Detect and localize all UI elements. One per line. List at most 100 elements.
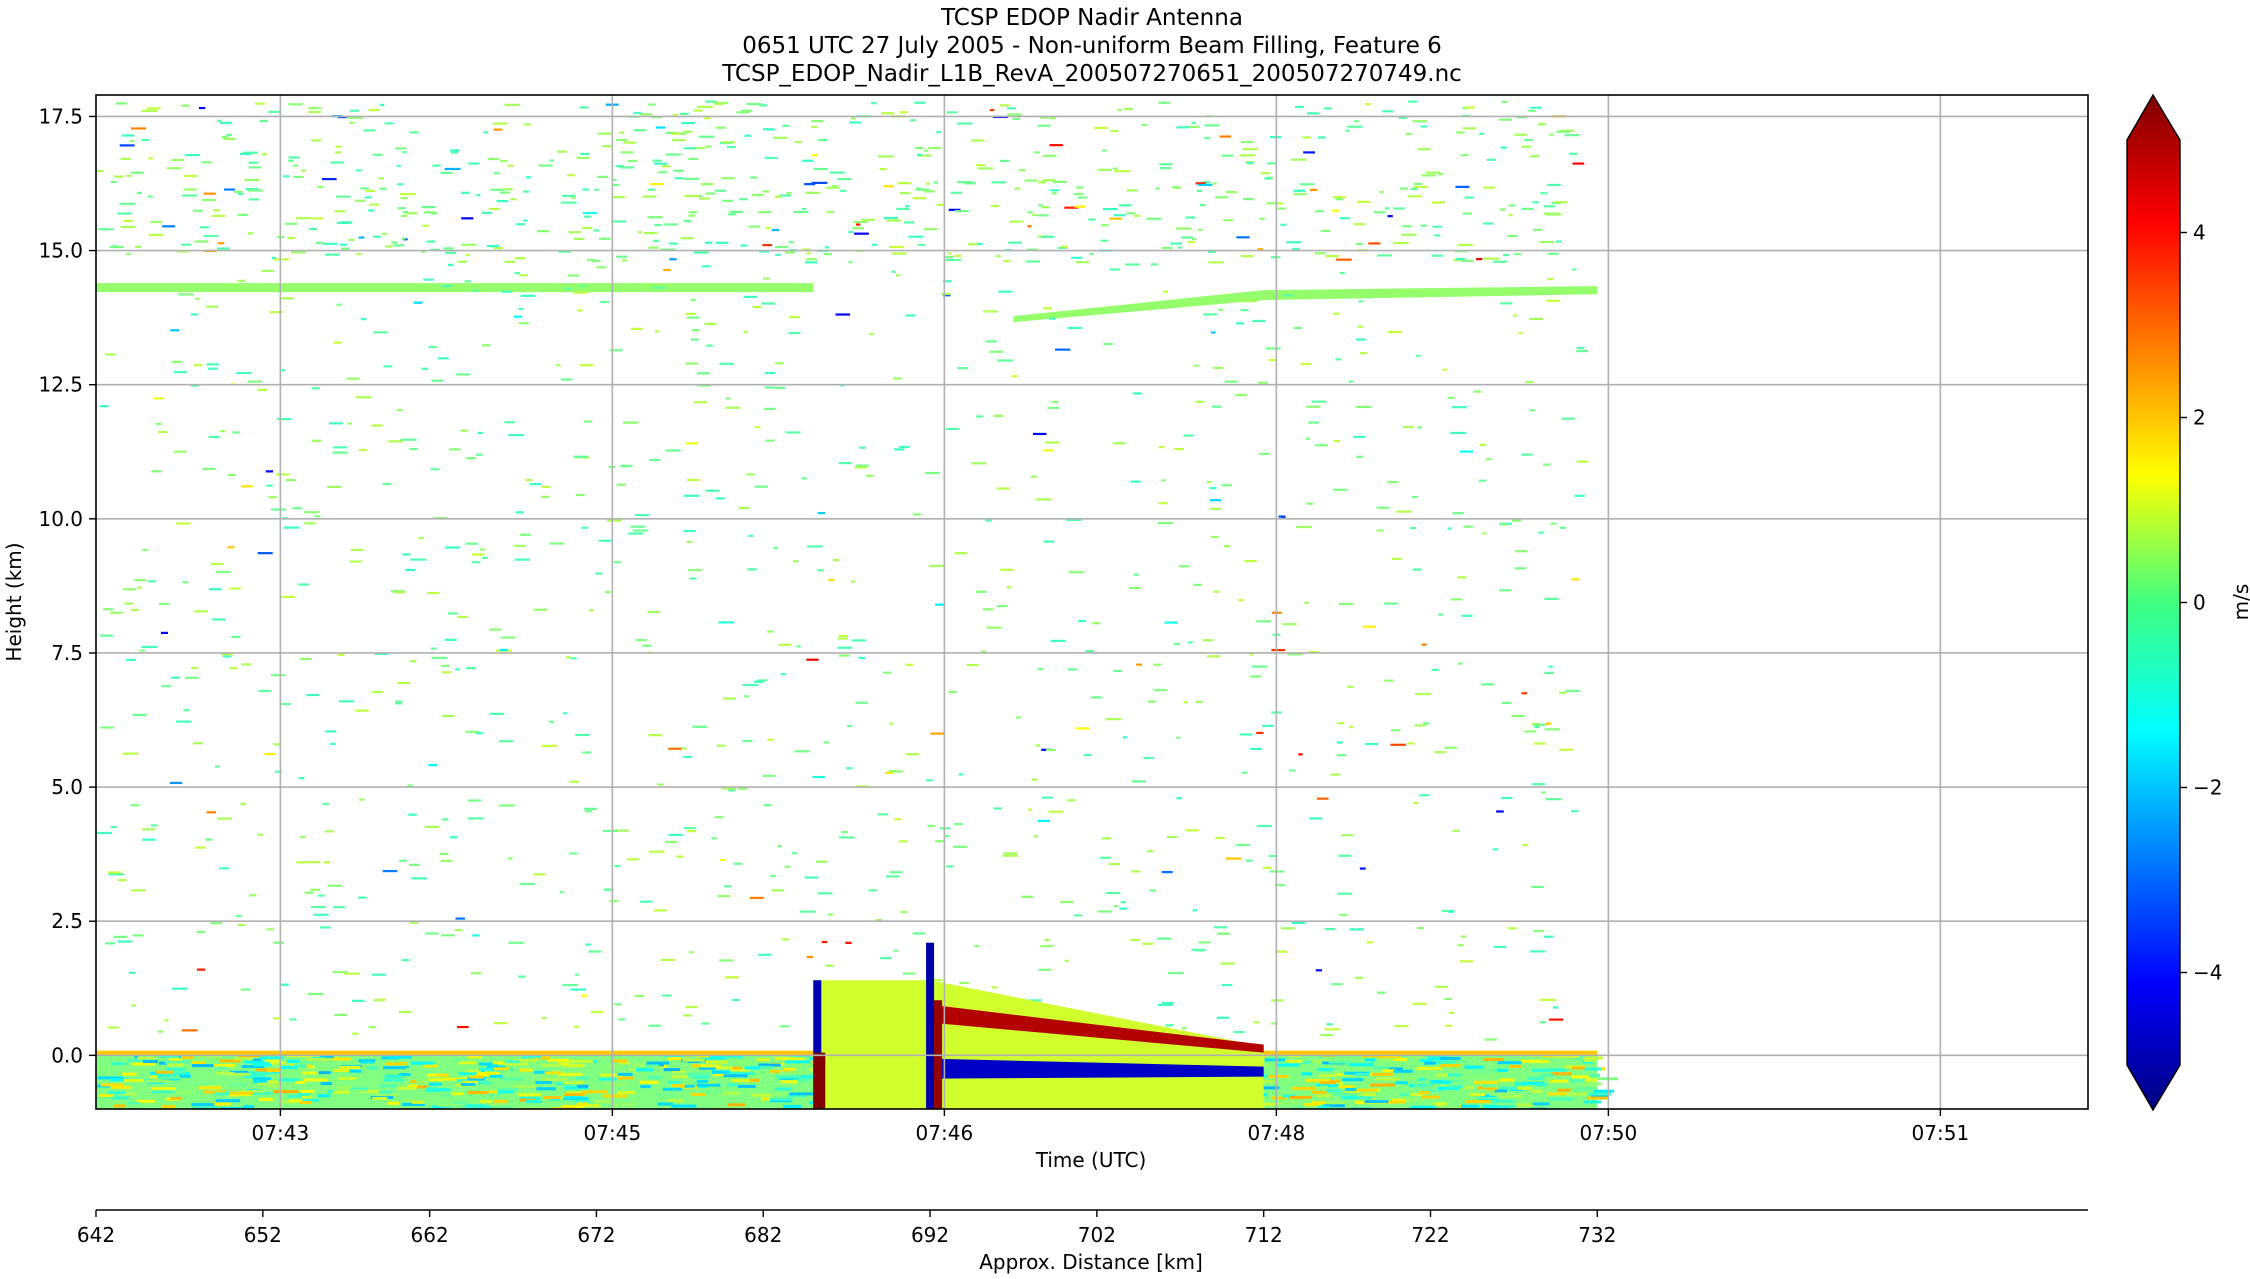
noise-return <box>1168 971 1184 975</box>
noise-return <box>879 168 887 171</box>
noise-return <box>115 102 128 105</box>
noise-return <box>1492 260 1508 263</box>
noise-return <box>1042 179 1056 182</box>
noise-return <box>704 241 713 244</box>
noise-return <box>688 951 694 954</box>
noise-return <box>647 216 663 219</box>
noise-return <box>455 668 460 671</box>
noise-return <box>131 127 147 130</box>
noise-return <box>674 177 684 180</box>
noise-return <box>1501 701 1512 705</box>
noise-return <box>705 489 719 492</box>
noise-return <box>1365 103 1371 106</box>
noise-return <box>788 241 794 244</box>
noise-return <box>1357 200 1371 203</box>
noise-return <box>1160 167 1172 170</box>
noise-return <box>900 911 908 914</box>
noise-return <box>176 720 192 723</box>
noise-return <box>1209 487 1217 490</box>
noise-return <box>1459 450 1473 453</box>
noise-return <box>259 119 269 123</box>
noise-return <box>1187 240 1195 244</box>
noise-return <box>714 102 725 106</box>
surface-speckle <box>1489 1092 1514 1096</box>
noise-return <box>737 787 748 790</box>
surface-speckle <box>1588 1092 1612 1096</box>
surface-speckle <box>1318 1084 1336 1088</box>
noise-return <box>350 109 360 112</box>
noise-return <box>468 162 480 165</box>
noise-return <box>740 244 748 247</box>
noise-return <box>273 258 289 261</box>
noise-return <box>151 470 162 473</box>
noise-return <box>648 1024 661 1027</box>
noise-return <box>1314 252 1326 255</box>
noise-return <box>1302 136 1311 139</box>
surface-speckle <box>598 1102 619 1106</box>
noise-return <box>665 153 681 156</box>
noise-return <box>523 190 530 193</box>
noise-return <box>1055 348 1071 351</box>
noise-return <box>656 783 664 786</box>
noise-return <box>1002 854 1018 857</box>
surface-speckle <box>1345 1087 1357 1091</box>
noise-return <box>409 131 419 134</box>
noise-return <box>1212 405 1222 408</box>
surface-speckle <box>617 1076 635 1080</box>
surface-speckle <box>657 1102 674 1106</box>
noise-return <box>940 827 951 830</box>
noise-return <box>120 225 136 228</box>
surface-speckle <box>437 1103 456 1107</box>
noise-return <box>946 865 954 868</box>
noise-return <box>1576 460 1589 463</box>
surface-speckle <box>671 1084 692 1088</box>
noise-return <box>858 446 866 449</box>
noise-return <box>440 171 453 174</box>
noise-return <box>767 738 774 741</box>
noise-return <box>372 235 381 238</box>
noise-return <box>1481 683 1495 686</box>
noise-return <box>1530 950 1546 953</box>
surface-speckle <box>1317 1068 1333 1072</box>
surface-speckle <box>475 1073 491 1077</box>
noise-return <box>870 102 877 105</box>
noise-return <box>374 652 389 656</box>
surface-speckle <box>646 1061 670 1065</box>
noise-return <box>482 556 488 560</box>
noise-return <box>348 238 355 241</box>
noise-return <box>202 198 217 202</box>
surface-speckle <box>769 1059 782 1063</box>
noise-return <box>1533 929 1545 933</box>
noise-return <box>1196 189 1203 192</box>
noise-return <box>719 362 734 365</box>
surface-speckle <box>123 1079 144 1083</box>
noise-return <box>126 253 131 256</box>
surface-speckle <box>771 1093 791 1097</box>
noise-return <box>1552 1006 1559 1009</box>
noise-return <box>871 243 878 246</box>
noise-return <box>1250 675 1261 678</box>
surface-speckle <box>478 1068 495 1072</box>
noise-return <box>1256 620 1272 623</box>
noise-return <box>573 291 589 294</box>
surface-speckle <box>1325 1101 1346 1105</box>
surface-speckle <box>1348 1063 1374 1067</box>
noise-return <box>311 905 326 909</box>
noise-return <box>1239 154 1255 157</box>
surface-speckle <box>774 1057 788 1061</box>
noise-return <box>1118 204 1132 207</box>
noise-return <box>454 928 463 932</box>
noise-return <box>1315 969 1322 972</box>
noise-return <box>724 976 739 979</box>
surface-speckle <box>319 1055 335 1059</box>
noise-return <box>1317 136 1326 139</box>
noise-return <box>806 191 821 194</box>
noise-return <box>1267 162 1276 165</box>
surface-speckle <box>1532 1102 1550 1106</box>
noise-return <box>1402 225 1412 228</box>
noise-return <box>655 126 666 129</box>
noise-return <box>1191 238 1197 241</box>
noise-return <box>654 224 662 227</box>
noise-return <box>481 211 493 214</box>
surface-speckle <box>1498 1086 1523 1090</box>
